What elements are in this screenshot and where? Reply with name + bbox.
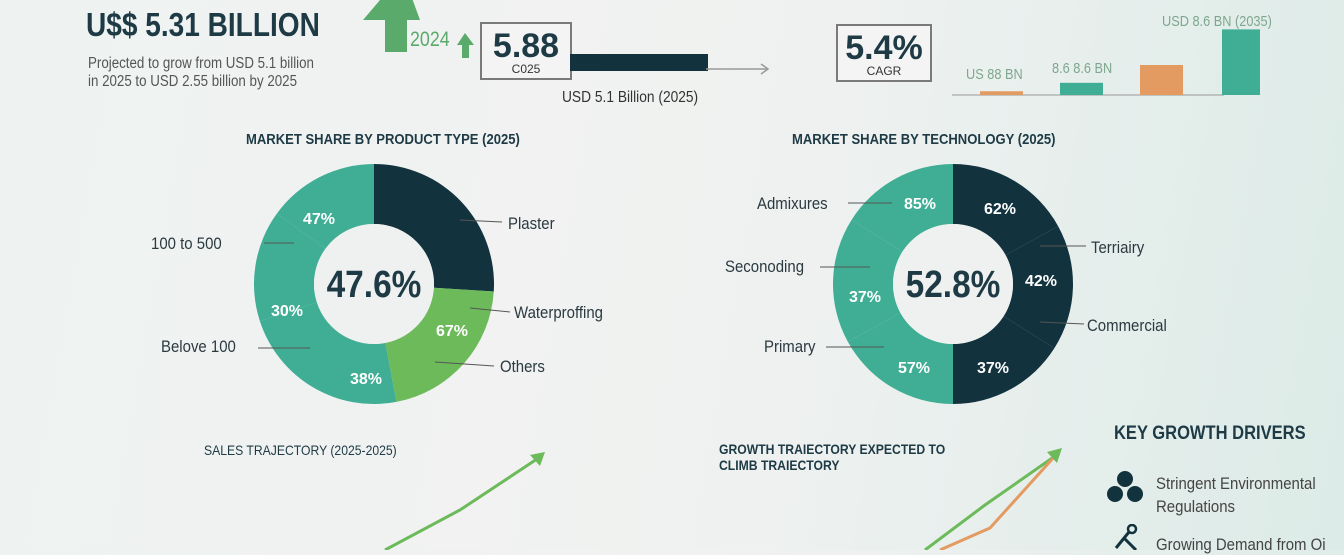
donut-title: MARKET SHARE BY PRODUCT TYPE (2025) [246,131,520,148]
donut-label: Terriairy [1091,238,1145,257]
donut-slice [851,164,953,252]
growth-line-orange [939,454,1057,550]
donut-value-label: 30% [271,303,303,320]
headline: U$$ 5.31 BILLION [86,6,320,43]
pipeline-icon [1114,524,1138,550]
up-arrow-icons [363,0,474,58]
drivers-title: KEY GROWTH DRIVERS [1114,423,1306,444]
donut-slice [953,164,1059,256]
donut-value-label: 85% [904,196,936,213]
bar-label: US 88 BN [966,66,1023,83]
cagr-value: 5.4% [845,29,923,67]
growth-trajectory-title: GROWTH TRAIECTORY EXPECTED TO CLIMB TRAI… [719,441,946,473]
donut-label: Belove 100 [161,337,236,356]
forecast-bar [1140,65,1183,95]
small-up-arrow-icon [457,33,474,58]
donut-hole [314,224,434,344]
donut-label: Others [500,357,545,376]
value-box-caption: C025 [511,62,541,76]
donut-title: MARKET SHARE BY TECHNOLOGY (2025) [792,131,1056,148]
driver-text: Growing Demand from Oi [1156,535,1326,554]
bar-label: 8.6 8.6 BN [1052,60,1113,77]
leader-line [1039,321,1085,325]
arrow-year: 2024 [410,28,450,51]
donut-slice [1003,226,1074,349]
donut-slice [254,213,326,322]
donut-slice [847,312,953,404]
donut-label: Commercial [1087,316,1167,335]
donut-label: Admixures [757,194,828,213]
forecast-bar [1060,82,1103,95]
donut-hole [893,224,1013,344]
sales-trajectory-title: SALES TRAJECTORY (2025-2025) [204,442,397,458]
donut-label: Seconoding [725,257,805,276]
donut-label: 100 to 500 [151,234,222,253]
subtitle-line: in 2025 to USD 2.55 billion by 2025 [88,73,297,90]
forecast-bar-chart [952,29,1260,96]
leader-line [469,307,511,313]
donut-slice [276,164,374,249]
sales-trajectory-line [384,455,541,550]
donut-label: Plaster [508,214,555,233]
value-box-1: 5.88 C025 [480,22,572,80]
donut-value-label: 47% [303,211,335,228]
donut-value-label: 57% [898,360,930,377]
arrow-right-icon [706,63,770,75]
leader-line [434,361,495,367]
donut-center-label: 52.8% [906,263,1001,305]
donut-slice [833,219,903,342]
cagr-box: 5.4% CAGR [836,24,932,82]
donut-label: Primary [764,337,816,356]
donut-value-label: 67% [436,323,468,340]
driver-text: Regulations [1156,497,1236,516]
value-bar [570,54,708,71]
arrowhead-icon [1047,448,1062,463]
value-box-number: 5.88 [492,27,560,65]
cagr-caption: CAGR [866,64,902,78]
donut-center-label: 47.6% [327,263,422,305]
headline-subtitle: Projected to grow from USD 5.1 billion i… [88,55,314,91]
driver-text: Stringent Environmental [1156,474,1316,493]
growth-line-green [924,452,1059,550]
arrowhead-icon [530,452,545,466]
donut-value-label: 62% [984,201,1016,218]
donut-value-label: 37% [849,289,881,306]
donut-slice [385,287,494,402]
droplets-icon [1107,471,1143,502]
leader-line [459,219,503,223]
forecast-bar [980,91,1023,95]
bar-caption: USD 5.1 Billion (2025) [562,89,699,106]
big-up-arrow-icon [363,0,420,52]
donut-slice [374,164,495,292]
donut-label: Waterproffing [514,303,603,322]
donut-slice [259,302,397,405]
forecast-bar [1222,29,1260,95]
driver-item: Stringent Environmental Regulations [1156,472,1316,518]
bar-label: USD 8.6 BN (2035) [1162,13,1272,30]
donut-value-label: 37% [977,360,1009,377]
donut-value-label: 42% [1025,273,1057,290]
subtitle-line: Projected to grow from USD 5.1 billion [88,55,314,72]
donut-slice [953,316,1055,404]
donut-value-label: 38% [350,371,382,388]
